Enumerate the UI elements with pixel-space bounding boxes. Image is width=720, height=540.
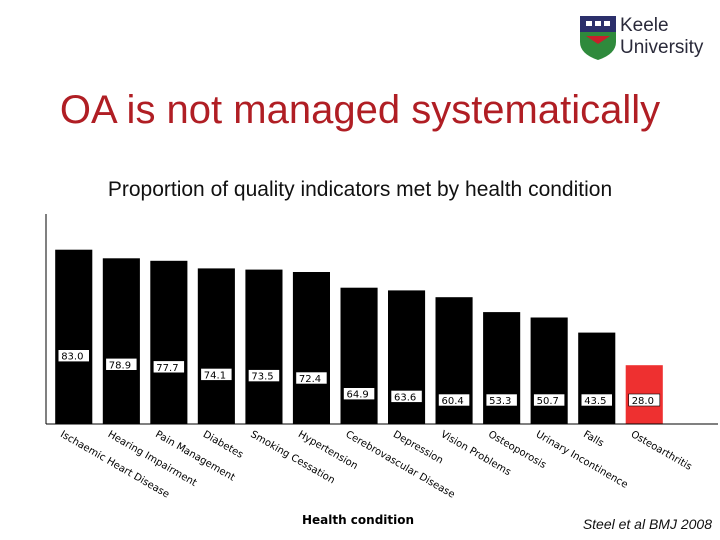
tick-label-12: Falls (581, 429, 605, 449)
data-label-11: 50.7 (537, 396, 559, 407)
bar-7 (340, 287, 378, 424)
data-label-box-5 (248, 369, 280, 382)
logo-line-2: University (620, 37, 704, 58)
data-label-box-7 (343, 387, 375, 401)
bar-3 (150, 260, 188, 424)
citation: Steel et al BMJ 2008 (582, 516, 712, 532)
bar-11 (530, 317, 568, 424)
data-label-box-13 (628, 393, 661, 407)
data-label-1: 83.0 (61, 352, 83, 363)
bar-5 (245, 269, 283, 424)
data-label-box-2 (105, 357, 138, 371)
data-label-7: 64.9 (347, 390, 369, 401)
data-label-box-11 (533, 393, 565, 407)
bar-12 (578, 332, 616, 424)
logo-line-1: Keele (620, 15, 669, 36)
data-label-box-1 (57, 349, 90, 363)
data-labels-group: 83.0 78.9 77.7 74.1 73.5 72.4 64.9 63.6 60.4 53.3… (57, 349, 661, 407)
data-label-3: 77.7 (156, 363, 178, 374)
bar-8 (388, 290, 426, 424)
keele-logo: Keele University (578, 14, 708, 62)
bar-10 (483, 312, 521, 424)
data-label-box-9 (438, 393, 470, 407)
data-label-8: 63.6 (394, 392, 416, 403)
tick-label-3: Pain Management (153, 429, 236, 484)
tick-label-13: Osteoarthritis (629, 429, 694, 473)
data-label-10: 53.3 (489, 396, 511, 407)
tick-label-5: Smoking Cessation (248, 429, 336, 486)
data-label-box-10 (485, 393, 518, 407)
data-label-box-8 (390, 390, 423, 403)
data-label-6: 72.4 (299, 374, 321, 385)
data-label-4: 74.1 (204, 370, 226, 381)
tick-label-4: Diabetes (201, 429, 245, 461)
bar-2 (102, 258, 140, 424)
data-label-2: 78.9 (109, 360, 131, 371)
bar-6 (292, 272, 330, 424)
chart-title: Proportion of quality indicators met by … (107, 178, 613, 201)
data-label-5: 73.5 (251, 372, 273, 383)
data-label-box-3 (153, 360, 185, 374)
bars-group (55, 249, 663, 424)
data-label-12: 43.5 (584, 396, 606, 407)
data-label-box-4 (200, 368, 233, 381)
data-label-box-6 (295, 371, 328, 385)
slide-title: OA is not managed systematically (59, 88, 661, 132)
x-axis-title: Health condition (302, 513, 414, 527)
shield-icon (580, 16, 616, 60)
data-label-13: 28.0 (632, 396, 654, 407)
data-label-box-12 (580, 393, 613, 407)
bar-1 (55, 249, 93, 424)
bar-4 (197, 268, 235, 424)
data-label-9: 60.4 (442, 396, 464, 407)
